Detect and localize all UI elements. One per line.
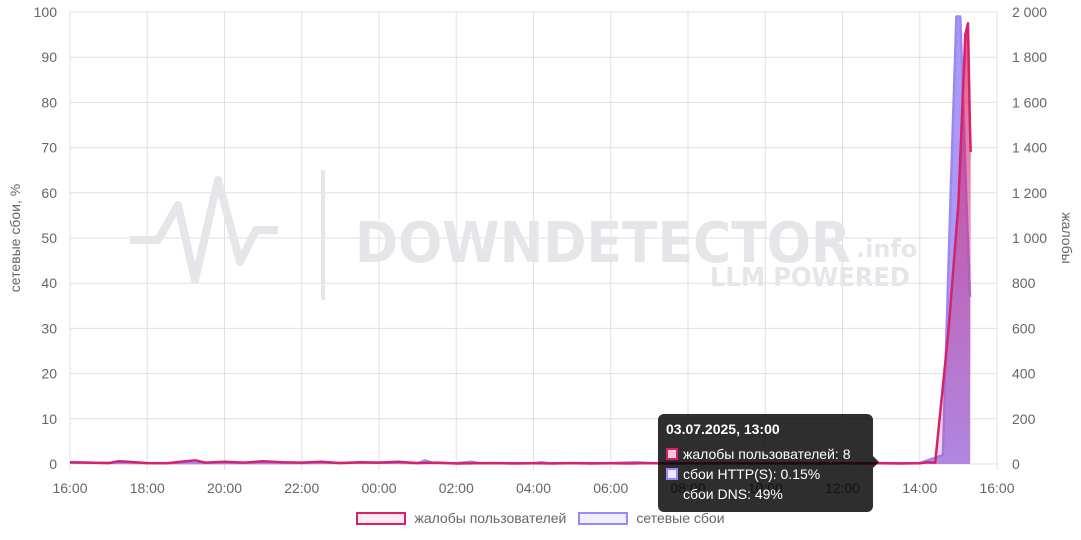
y-right-tick-label: 0 <box>1012 456 1020 472</box>
y-right-tick-label: 1 600 <box>1012 94 1047 110</box>
series <box>69 15 972 465</box>
y-right-tick-label: 1 800 <box>1012 49 1047 65</box>
y-right-tick-label: 1 000 <box>1012 230 1047 246</box>
y-right-tick-label: 1 200 <box>1012 185 1047 201</box>
y-right-tick-label: 1 400 <box>1012 140 1047 156</box>
y-right-tick-label: 200 <box>1012 411 1036 427</box>
legend-label-network: сетевые сбои <box>636 510 725 526</box>
x-tick-label: 06:00 <box>593 480 628 496</box>
x-tick-label: 16:00 <box>52 480 87 496</box>
y-right-tick-label: 600 <box>1012 320 1036 336</box>
x-tick-label: 20:00 <box>207 480 242 496</box>
tooltip-swatch-complaints <box>666 448 678 460</box>
legend-label-complaints: жалобы пользователей <box>414 510 567 526</box>
watermark-brand: DOWNDETECTOR <box>355 211 851 276</box>
tooltip-title: 03.07.2025, 13:00 <box>666 421 780 437</box>
legend-swatch-complaints <box>356 511 407 525</box>
x-tick-label: 04:00 <box>516 480 551 496</box>
y-left-tick-label: 100 <box>34 4 58 20</box>
y-right-tick-label: 800 <box>1012 275 1036 291</box>
chart-tooltip: 03.07.2025, 13:00 жалобы пользователей: … <box>658 414 879 512</box>
tooltip-swatch-network <box>666 468 678 480</box>
x-tick-label: 00:00 <box>361 480 396 496</box>
legend-item-network[interactable]: сетевые сбои <box>578 510 725 526</box>
legend: жалобы пользователей сетевые сбои <box>0 510 1081 526</box>
tooltip-row-http: сбои HTTP(S): 0.15% <box>666 464 865 484</box>
legend-swatch-network <box>578 511 629 525</box>
x-tick-label: 02:00 <box>439 480 474 496</box>
y-left-tick-label: 30 <box>41 320 57 336</box>
watermark: DOWNDETECTOR .info LLM POWERED <box>130 170 917 300</box>
y-left-tick-label: 0 <box>49 456 57 472</box>
tooltip-row-complaints: жалобы пользователей: 8 <box>666 444 865 464</box>
tooltip-line-dns: сбои DNS: 49% <box>683 486 783 502</box>
tooltip-row-dns: сбои DNS: 49% <box>666 484 865 504</box>
watermark-tagline: LLM POWERED <box>710 263 910 293</box>
x-tick-label: 16:00 <box>979 480 1014 496</box>
tooltip-line-http: сбои HTTP(S): 0.15% <box>683 466 821 482</box>
legend-item-complaints[interactable]: жалобы пользователей <box>356 510 566 526</box>
x-tick-label: 18:00 <box>130 480 165 496</box>
y-left-tick-label: 10 <box>41 411 57 427</box>
y-left-tick-label: 70 <box>41 140 57 156</box>
watermark-logo-icon <box>130 176 278 284</box>
y-right-tick-label: 2 000 <box>1012 4 1047 20</box>
y-left-axis-title: сетевые сбои, % <box>7 184 23 292</box>
y-left-tick-label: 90 <box>41 49 57 65</box>
y-left-tick-label: 20 <box>41 366 57 382</box>
tooltip-line-complaints: жалобы пользователей: 8 <box>683 446 851 462</box>
x-tick-label: 22:00 <box>284 480 319 496</box>
y-right-axis-title: жалобы <box>1059 212 1075 263</box>
series-line-complaints <box>69 22 972 465</box>
y-left-tick-label: 50 <box>41 230 57 246</box>
y-left-tick-label: 80 <box>41 94 57 110</box>
watermark-suffix: .info <box>856 235 917 263</box>
y-left-tick-label: 60 <box>41 185 57 201</box>
y-right-tick-label: 400 <box>1012 366 1036 382</box>
y-left-tick-label: 40 <box>41 275 57 291</box>
x-tick-label: 14:00 <box>902 480 937 496</box>
